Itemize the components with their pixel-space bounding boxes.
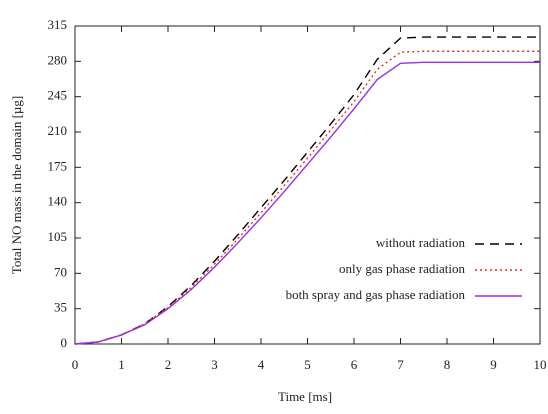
y-tick-label: 35 <box>54 300 67 315</box>
y-tick-label: 105 <box>48 229 68 244</box>
y-tick-label: 315 <box>48 17 68 32</box>
x-tick-label: 2 <box>165 357 172 372</box>
x-tick-label: 8 <box>444 357 451 372</box>
x-tick-label: 4 <box>258 357 265 372</box>
x-tick-label: 10 <box>534 357 547 372</box>
x-tick-label: 3 <box>211 357 218 372</box>
series-line <box>74 61 540 345</box>
legend-label: both spray and gas phase radiation <box>286 287 466 302</box>
y-tick-label: 140 <box>48 194 68 209</box>
y-tick-label: 210 <box>48 123 68 138</box>
x-tick-label: 6 <box>351 357 358 372</box>
x-tick-label: 5 <box>304 357 311 372</box>
series-line <box>74 50 540 345</box>
x-tick-label: 1 <box>118 357 125 372</box>
y-tick-label: 245 <box>48 88 68 103</box>
y-tick-label: 70 <box>54 264 67 279</box>
y-axis-label: Total NO mass in the domain [µg] <box>9 96 24 274</box>
x-axis-label: Time [ms] <box>278 389 332 404</box>
x-tick-label: 7 <box>397 357 404 372</box>
legend-label: only gas phase radiation <box>339 261 465 276</box>
y-tick-label: 280 <box>48 52 68 67</box>
y-tick-label: 0 <box>61 335 68 350</box>
series-line <box>74 36 540 345</box>
x-tick-label: 0 <box>72 357 79 372</box>
legend-label: without radiation <box>376 235 466 250</box>
y-tick-label: 175 <box>48 158 68 173</box>
x-tick-label: 9 <box>490 357 497 372</box>
